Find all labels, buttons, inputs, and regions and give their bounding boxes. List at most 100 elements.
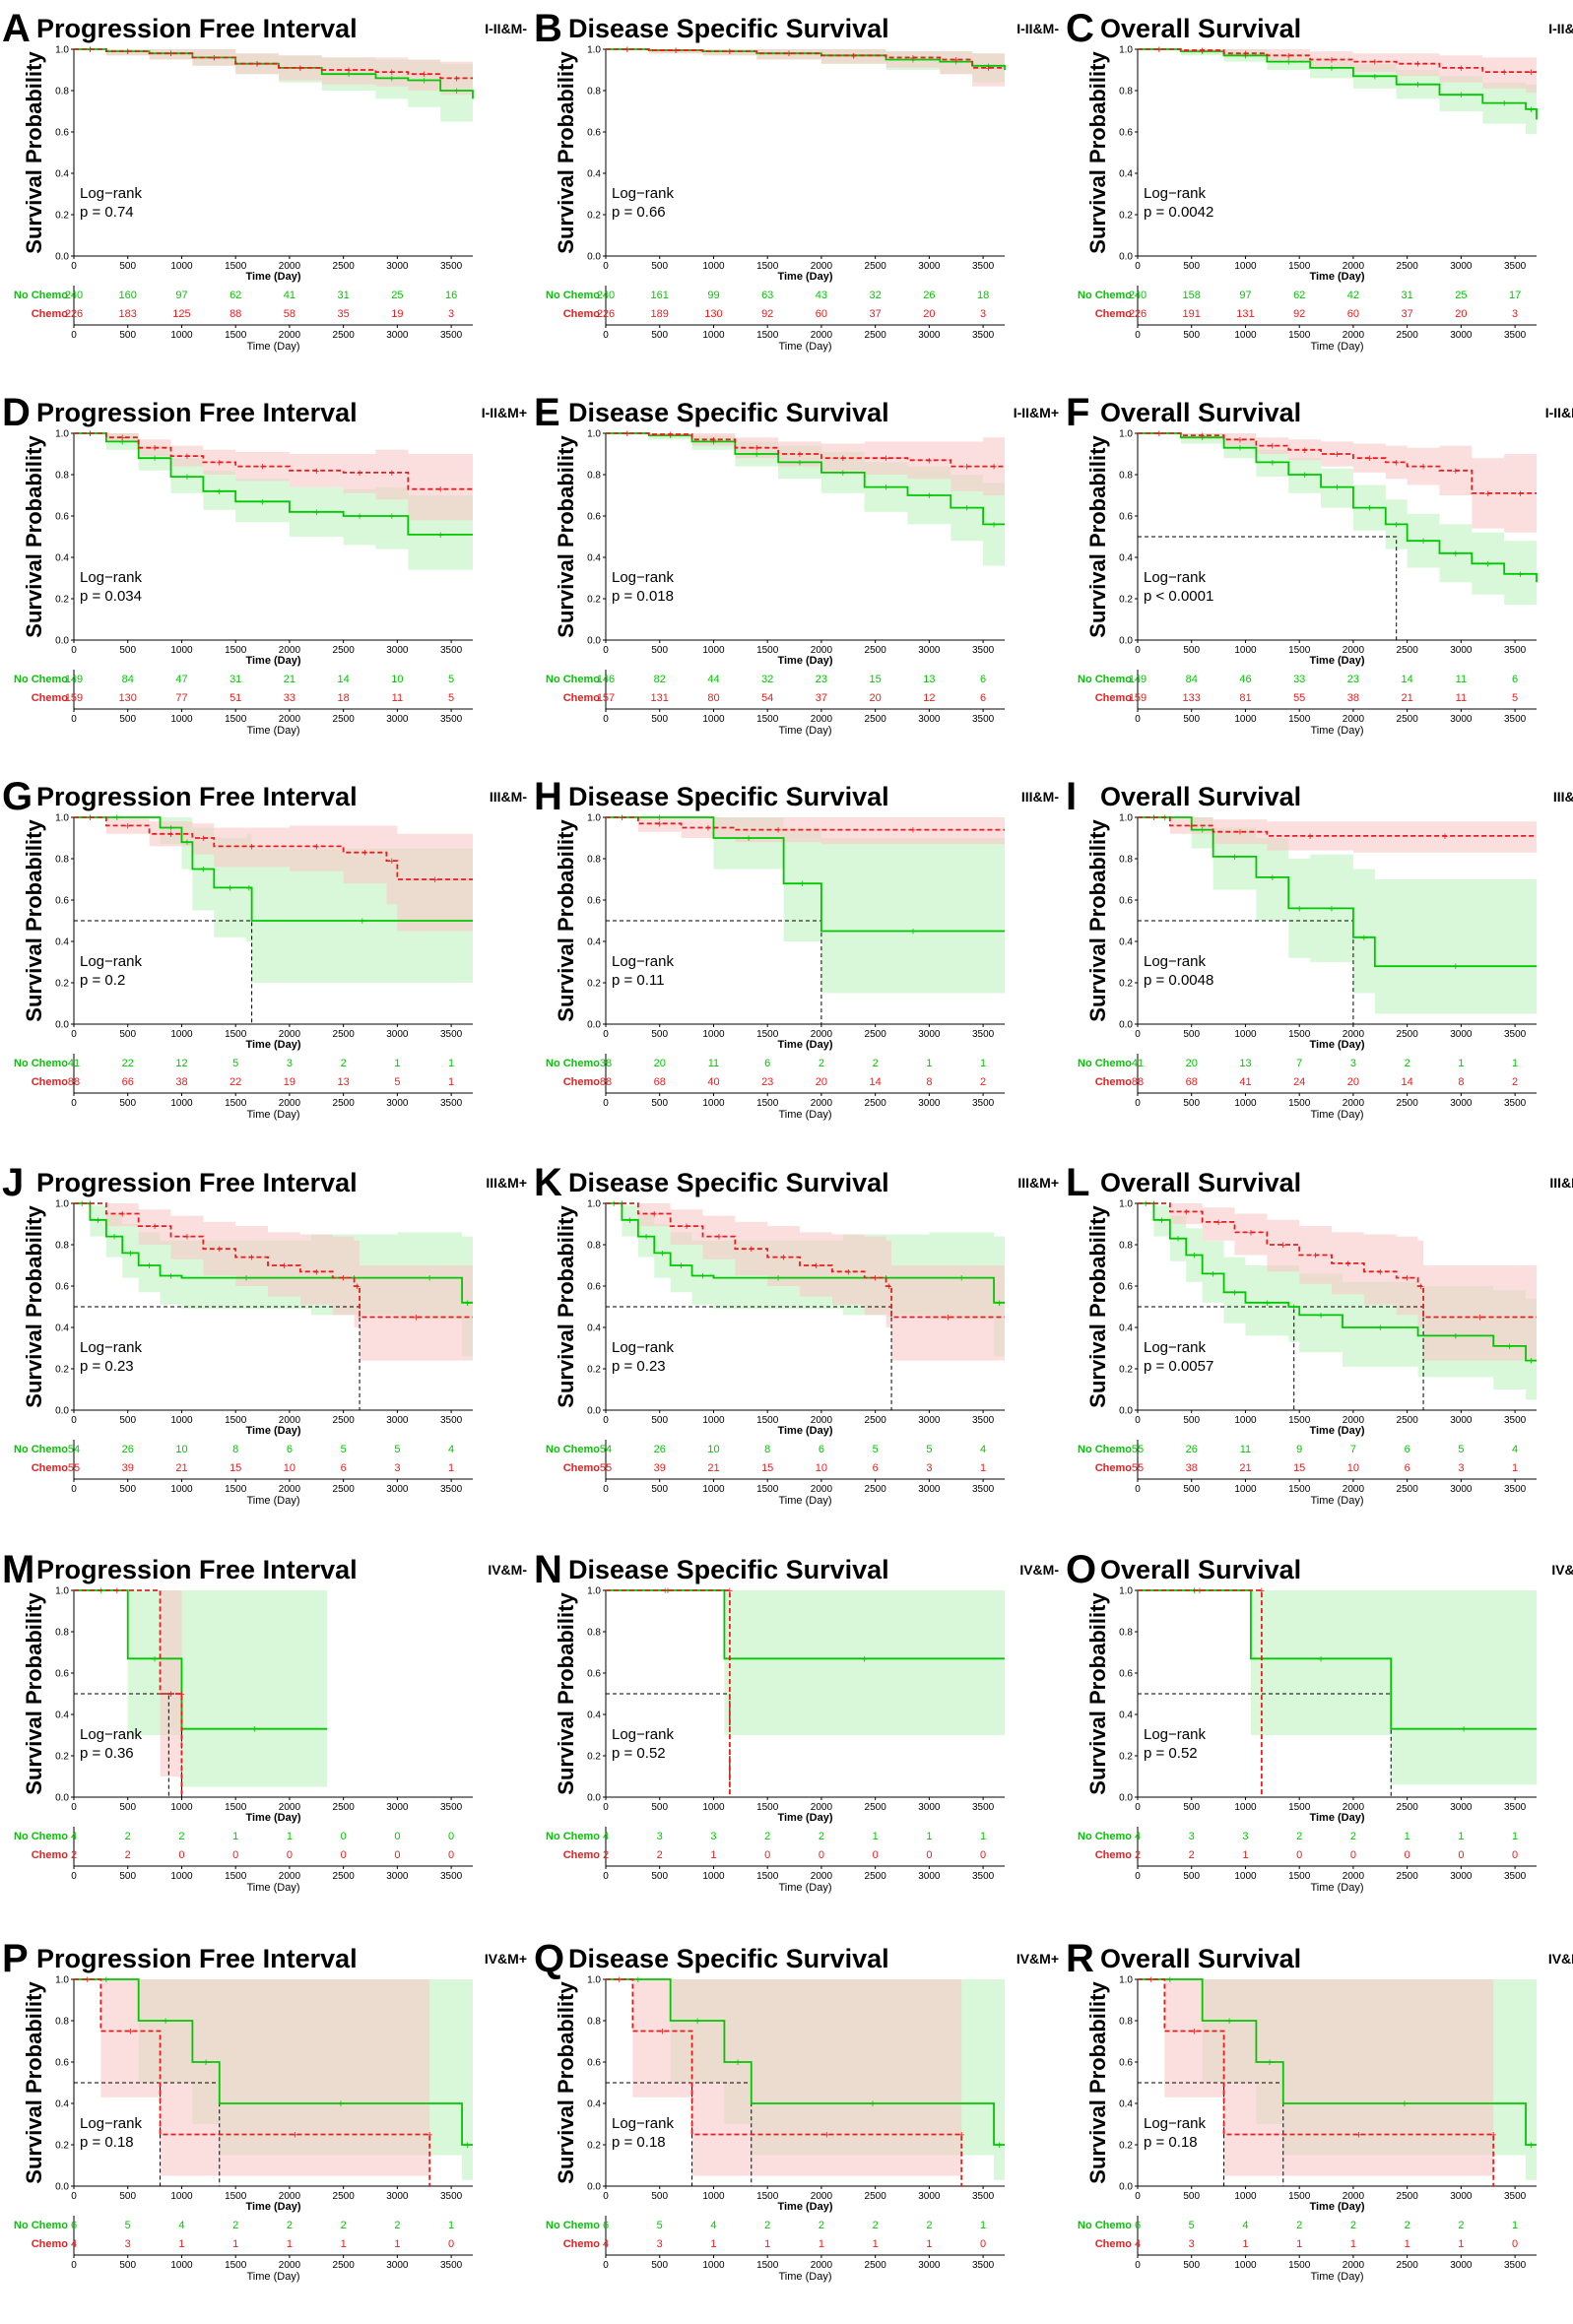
no-chemo-censor-mark: +	[167, 1271, 173, 1283]
risk-count-no-chemo: 26	[923, 290, 935, 301]
chemo-censor-mark: +	[361, 848, 367, 860]
risk-count-no-chemo: 26	[654, 1444, 666, 1455]
y-axis-label: Survival Probability	[22, 819, 46, 1022]
km-panel-l: L Overall Survival III&M+ Survival Probabil…	[1066, 1161, 1573, 1507]
chemo-censor-mark: +	[437, 484, 443, 496]
panel-group-label: IV&M+	[1548, 1951, 1573, 1967]
no-chemo-censor-mark: +	[1156, 428, 1162, 440]
risk-x-tick-label: 2000	[811, 1098, 833, 1109]
p-value: p = 0.18	[612, 2134, 666, 2151]
no-chemo-censor-mark: +	[297, 63, 303, 75]
chemo-confidence-band	[606, 49, 1005, 91]
x-tick-label: 1500	[756, 645, 779, 656]
risk-x-axis-title: Time (Day)	[247, 2271, 300, 2283]
risk-count-no-chemo: 6	[71, 2220, 77, 2231]
risk-count-no-chemo: 5	[657, 2220, 663, 2231]
risk-count-no-chemo: 38	[600, 1058, 612, 1069]
no-chemo-censor-mark: +	[1285, 57, 1291, 69]
no-chemo-survival-curve	[606, 1978, 1005, 2146]
chemo-censor-mark: +	[217, 1244, 223, 1256]
panel-title: Progression Free Interval	[36, 14, 358, 43]
y-axis-label: Survival Probability	[22, 1205, 46, 1408]
risk-count-chemo: 2	[1189, 1849, 1195, 1861]
no-chemo-censor-mark: +	[152, 1653, 158, 1665]
no-chemo-censor-mark: +	[357, 511, 362, 523]
x-tick-label: 500	[651, 2191, 668, 2202]
y-tick-label: 0.4	[1119, 553, 1133, 564]
x-axis-title: Time (Day)	[1309, 655, 1364, 667]
x-tick-label: 2000	[1343, 2191, 1365, 2202]
risk-count-chemo: 60	[1347, 308, 1359, 320]
risk-row-label-no-chemo: No Chemo	[1078, 1058, 1132, 1069]
risk-x-tick-label: 2000	[811, 2260, 833, 2271]
x-tick-label: 1000	[170, 261, 193, 272]
y-axis-label: Survival Probability	[1085, 1592, 1110, 1795]
x-tick-label: 3500	[440, 645, 463, 656]
chemo-censor-mark: +	[851, 50, 857, 62]
x-tick-label: 1000	[702, 261, 725, 272]
no-chemo-censor-mark: +	[1290, 1302, 1296, 1314]
no-chemo-censor-mark: +	[851, 50, 857, 62]
risk-count-chemo: 0	[448, 2238, 454, 2250]
y-tick-label: 0.2	[55, 979, 69, 990]
x-tick-label: 500	[119, 1029, 136, 1040]
x-tick-label: 2500	[1397, 1802, 1419, 1813]
y-tick-label: 1.0	[587, 1975, 601, 1986]
p-value: p = 0.2	[80, 972, 125, 989]
risk-count-chemo: 0	[232, 1849, 238, 1861]
risk-count-chemo: 21	[1402, 692, 1413, 704]
risk-count-chemo: 0	[1512, 2238, 1518, 2250]
no-chemo-censor-mark: +	[1167, 1974, 1173, 1986]
logrank-label: Log−rank	[1144, 185, 1206, 202]
x-tick-label: 0	[71, 1415, 77, 1426]
p-value: p < 0.0001	[1144, 588, 1213, 605]
no-chemo-censor-mark: +	[735, 2057, 741, 2069]
no-chemo-censor-mark: +	[1210, 1268, 1215, 1280]
risk-count-no-chemo: 2	[341, 1058, 347, 1069]
risk-x-tick-label: 3500	[440, 2260, 463, 2271]
chemo-censor-mark: +	[453, 73, 459, 85]
chemo-censor-mark: +	[1270, 441, 1276, 453]
chemo-censor-mark: +	[217, 457, 223, 469]
chemo-censor-mark: +	[624, 428, 630, 440]
risk-x-tick-label: 0	[1135, 714, 1141, 725]
risk-x-tick-label: 2500	[333, 1484, 356, 1495]
p-value: p = 0.11	[612, 972, 665, 989]
risk-x-tick-label: 0	[603, 1098, 609, 1109]
risk-count-chemo: 0	[341, 1849, 347, 1861]
risk-count-chemo: 10	[1347, 1462, 1359, 1474]
risk-row-label-no-chemo: No Chemo	[546, 2220, 600, 2231]
risk-x-tick-label: 0	[71, 330, 77, 341]
chemo-censor-mark: +	[667, 429, 673, 441]
logrank-label: Log−rank	[80, 2115, 142, 2132]
chemo-censor-mark: +	[1199, 430, 1205, 442]
risk-x-tick-label: 3500	[440, 1871, 463, 1882]
x-axis-title: Time (Day)	[1309, 2201, 1364, 2213]
chemo-censor-mark: +	[780, 1253, 786, 1264]
panel-letter: D	[2, 391, 31, 434]
chemo-censor-mark: +	[340, 1273, 346, 1285]
panel-letter: P	[2, 1937, 29, 1980]
risk-count-no-chemo: 2	[819, 1058, 824, 1069]
y-tick-label: 0.4	[55, 2099, 69, 2110]
no-chemo-censor-mark: +	[1501, 98, 1507, 110]
risk-x-tick-label: 3500	[440, 1098, 463, 1109]
risk-count-no-chemo: 11	[708, 1058, 719, 1069]
y-tick-label: 0.2	[1119, 211, 1133, 222]
risk-x-tick-label: 2500	[865, 1098, 887, 1109]
no-chemo-censor-mark: +	[167, 823, 173, 835]
risk-count-chemo: 21	[175, 1462, 187, 1474]
risk-count-chemo: 131	[1236, 308, 1254, 320]
risk-count-chemo: 0	[1350, 1849, 1356, 1861]
chemo-censor-mark: +	[1312, 1251, 1318, 1262]
risk-x-tick-label: 500	[1183, 714, 1200, 725]
risk-x-tick-label: 0	[603, 714, 609, 725]
no-chemo-censor-mark: +	[699, 1271, 705, 1283]
risk-x-tick-label: 0	[71, 1484, 77, 1495]
no-chemo-survival-curve	[606, 1202, 1005, 1304]
x-tick-label: 3000	[918, 2191, 941, 2202]
risk-x-axis-title: Time (Day)	[779, 725, 832, 737]
y-tick-label: 0.2	[55, 595, 69, 606]
x-tick-label: 500	[651, 645, 668, 656]
no-chemo-censor-mark: +	[167, 48, 173, 60]
